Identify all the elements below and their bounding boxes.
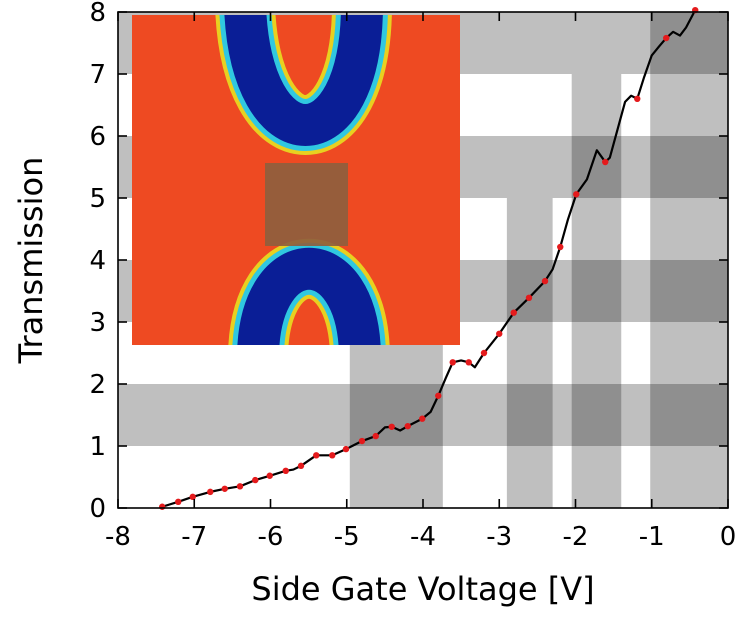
data-point <box>496 330 503 337</box>
x-tick-label: 0 <box>720 522 736 552</box>
x-tick-label: -4 <box>410 522 436 552</box>
data-point <box>525 294 533 302</box>
v-band <box>650 12 728 508</box>
data-point <box>358 437 366 445</box>
data-point <box>435 392 442 399</box>
data-point <box>189 493 196 501</box>
data-point <box>573 191 580 198</box>
data-point <box>297 462 305 470</box>
y-tick-label: 2 <box>89 370 106 400</box>
y-tick-label: 8 <box>89 0 106 28</box>
data-point <box>175 498 182 505</box>
y-tick-label: 1 <box>89 432 106 462</box>
data-point <box>252 476 259 484</box>
inset-image <box>132 15 460 345</box>
y-tick-label: 0 <box>89 494 106 524</box>
data-point <box>282 467 289 474</box>
axes: Side Gate Voltage [V] Transmission -8 -7 -… <box>12 0 736 608</box>
x-axis-label: Side Gate Voltage [V] <box>251 570 594 608</box>
y-tick-label: 5 <box>89 184 106 214</box>
x-tick-label: -5 <box>334 522 360 552</box>
data-point <box>404 422 411 430</box>
x-tick-label: -6 <box>258 522 284 552</box>
x-tick-label: -7 <box>181 522 207 552</box>
data-point <box>372 432 379 440</box>
y-tick-label: 7 <box>89 60 106 90</box>
plot-marks <box>159 6 699 510</box>
y-tick-label: 3 <box>89 308 106 338</box>
data-point <box>449 359 456 366</box>
x-tick-label: -1 <box>639 522 665 552</box>
data-point <box>221 485 228 492</box>
h-band <box>118 384 728 446</box>
v-band <box>349 322 443 508</box>
y-tick-label: 6 <box>89 122 106 152</box>
data-point <box>663 34 670 42</box>
data-point <box>480 349 488 357</box>
x-tick-label: -2 <box>563 522 589 552</box>
data-point <box>634 95 641 103</box>
inset-channel <box>265 163 348 246</box>
data-point <box>465 359 472 366</box>
data-point <box>342 445 350 453</box>
data-point <box>236 483 244 490</box>
inset-electrode <box>224 15 383 146</box>
y-axis-label: Transmission <box>12 157 50 365</box>
v-band <box>506 198 553 508</box>
data-point <box>313 452 320 459</box>
y-tick-label: 4 <box>89 246 106 276</box>
data-point <box>557 243 564 251</box>
data-point <box>329 452 336 459</box>
data-point <box>419 415 426 422</box>
data-point <box>541 277 549 285</box>
x-tick-label: -3 <box>486 522 512 552</box>
x-tick-label: -8 <box>105 522 131 552</box>
data-point <box>602 158 609 166</box>
data-point <box>207 488 214 496</box>
data-point <box>159 503 166 510</box>
data-point <box>388 423 395 430</box>
data-point <box>510 309 517 316</box>
data-point <box>266 472 273 479</box>
inset-electrode <box>237 247 381 345</box>
